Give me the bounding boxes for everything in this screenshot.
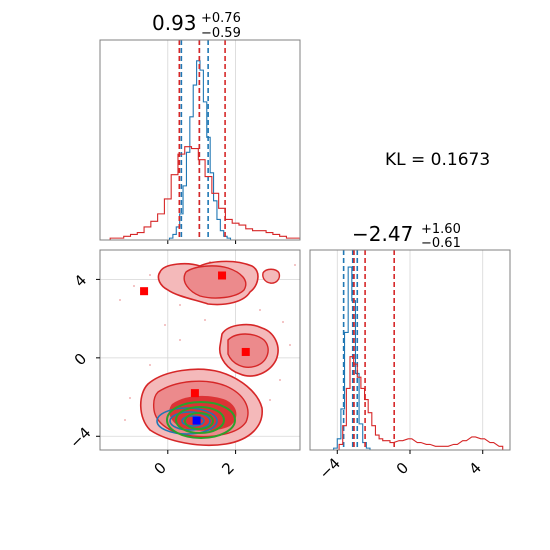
param2-title-value: −2.47 <box>352 222 413 246</box>
param2-marginal-panel: −4 0 4 <box>309 249 511 483</box>
y-tick-label: 4 <box>71 271 90 290</box>
red-square-marker <box>218 271 227 280</box>
param2-marginal-ticks: −4 0 4 <box>316 450 485 483</box>
x-tick-label: 4 <box>465 459 484 478</box>
param1-title: 0.93 +0.76 −0.59 <box>152 11 241 41</box>
param2-title-minus: −0.61 <box>421 236 461 251</box>
param1-marginal-series <box>109 40 300 240</box>
joint-markers <box>140 271 250 425</box>
joint-contours <box>119 260 296 447</box>
joint-panel: 0 2 −4 0 4 <box>66 249 301 478</box>
param1-title-value: 0.93 <box>152 11 197 35</box>
x-tick-label: 2 <box>218 459 237 478</box>
param1-marginal-panel <box>99 39 301 244</box>
kl-label: KL = 0.1673 <box>385 150 490 170</box>
param1-marginal-grid <box>167 40 237 244</box>
blue-square-marker <box>192 416 201 425</box>
y-tick-label: −4 <box>66 424 94 452</box>
param2-title: −2.47 +1.60 −0.61 <box>352 222 461 251</box>
y-tick-label: 0 <box>71 350 90 369</box>
red-square-marker <box>241 347 250 356</box>
x-tick-label: −4 <box>316 454 344 482</box>
red-square-marker <box>140 287 149 296</box>
contour-green-lines <box>166 401 236 439</box>
x-tick-label: 0 <box>393 459 412 478</box>
joint-frame <box>99 249 301 451</box>
x-tick-label: 0 <box>151 459 170 478</box>
param2-marginal-series <box>333 250 504 450</box>
param2-marginal-grid <box>336 250 484 450</box>
param2-title-plus: +1.60 <box>421 222 461 237</box>
param1-marginal-frame <box>99 39 301 241</box>
red-histogram <box>109 146 300 240</box>
param1-title-minus: −0.59 <box>201 26 241 41</box>
red-square-marker <box>190 389 199 398</box>
param1-title-plus: +0.76 <box>201 11 241 26</box>
